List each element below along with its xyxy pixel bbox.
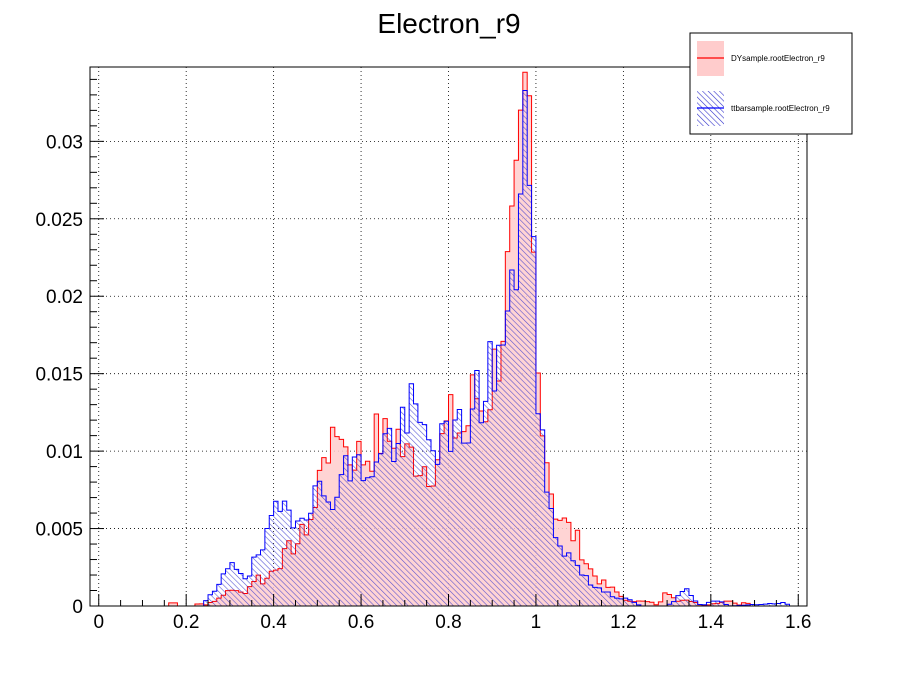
- y-tick-label: 0.01: [46, 442, 83, 463]
- chart-title: Electron_r9: [377, 8, 520, 39]
- x-tick-label: 1.6: [785, 612, 811, 633]
- x-tick-label: 1.2: [610, 612, 636, 633]
- x-tick-label: 0.8: [435, 612, 461, 633]
- y-tick-labels: 0 0.005 0.01 0.015 0.02 0.025 0.03: [35, 132, 83, 618]
- axis-ticks: [90, 78, 799, 607]
- y-tick-label: 0.025: [35, 210, 83, 231]
- x-tick-labels: 0 0.2 0.4 0.6 0.8 1 1.2 1.4 1.6: [93, 612, 811, 633]
- series-layer: [98, 71, 799, 607]
- x-tick-label: 0: [93, 612, 104, 633]
- x-tick-label: 0.2: [173, 612, 199, 633]
- x-tick-label: 1.4: [698, 612, 725, 633]
- y-tick-label: 0: [72, 597, 83, 618]
- x-tick-label: 1: [531, 612, 542, 633]
- y-tick-label: 0.015: [35, 365, 83, 386]
- legend-label-dysample: DYsample.rootElectron_r9: [731, 54, 825, 63]
- x-tick-label: 0.4: [260, 612, 287, 633]
- y-tick-label: 0.02: [46, 287, 83, 308]
- histogram-series-ttbarsample: [98, 90, 799, 607]
- legend: DYsample.rootElectron_r9 ttbarsample.roo…: [689, 32, 853, 135]
- y-tick-label: 0.03: [46, 132, 83, 153]
- x-tick-label: 0.6: [348, 612, 374, 633]
- y-tick-label: 0.005: [35, 520, 83, 541]
- legend-label-ttbarsample: ttbarsample.rootElectron_r9: [731, 104, 830, 113]
